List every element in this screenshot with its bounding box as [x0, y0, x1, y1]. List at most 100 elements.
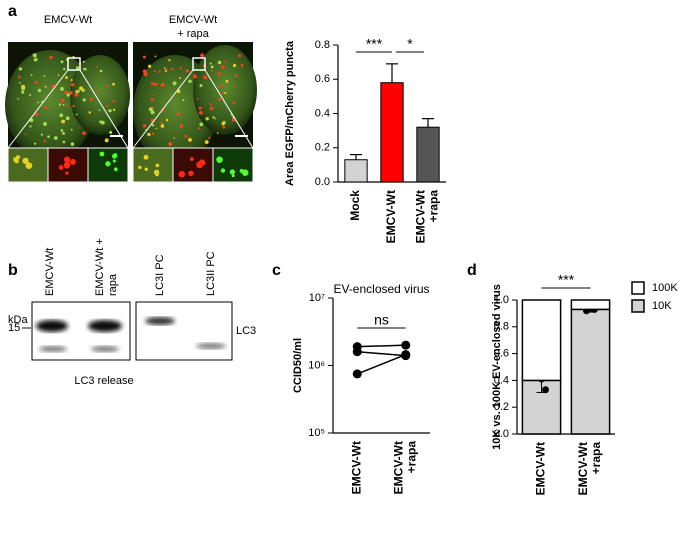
y-tick-label: 0.2	[494, 401, 509, 413]
punctum	[65, 104, 69, 107]
punctum	[196, 98, 199, 100]
punctum	[43, 139, 46, 143]
punctum	[70, 79, 73, 82]
punctum	[151, 94, 154, 97]
punctum	[100, 120, 105, 125]
punctum	[112, 82, 115, 86]
punctum	[17, 98, 19, 100]
x-tick-label: EMCV-Wt+rapa	[576, 442, 603, 496]
punctum	[158, 70, 162, 74]
x-tick-line: +rapa	[404, 441, 418, 474]
point	[401, 340, 411, 350]
bar	[416, 126, 440, 183]
point	[352, 347, 362, 357]
punctum	[173, 137, 175, 139]
y-tick-label: 1.0	[494, 294, 509, 306]
significance-label: ns	[374, 312, 389, 328]
punctum	[138, 165, 142, 170]
punctum	[171, 67, 174, 71]
inset	[132, 147, 174, 183]
punctum	[72, 104, 75, 108]
panel-letter: a	[8, 3, 17, 20]
marker-label: 15	[8, 322, 20, 334]
punctum	[57, 74, 60, 76]
punctum	[43, 122, 47, 126]
punctum	[74, 92, 79, 97]
x-tick-label: EMCV-Wt	[384, 190, 398, 243]
punctum	[168, 59, 171, 62]
lane-label: EMCV-Wt +	[94, 238, 106, 296]
punctum	[106, 105, 109, 108]
punctum	[34, 112, 39, 116]
zoom-line	[132, 69, 194, 149]
punctum	[97, 91, 100, 94]
punctum	[112, 153, 118, 158]
punctum	[198, 106, 202, 110]
punctum	[63, 67, 66, 71]
punctum	[197, 127, 201, 130]
point	[542, 386, 549, 394]
punctum	[29, 125, 32, 128]
punctum	[241, 169, 249, 176]
punctum	[151, 82, 155, 86]
micrographs	[5, 42, 257, 183]
punctum	[19, 82, 21, 84]
bar	[380, 82, 404, 183]
punctum	[209, 106, 214, 111]
punctum	[162, 109, 165, 112]
punctum	[18, 75, 21, 79]
lane-label: EMCV-Wt	[44, 248, 56, 296]
punctum	[217, 60, 222, 65]
punctum	[208, 136, 211, 139]
punctum	[189, 157, 194, 162]
punctum	[220, 168, 226, 173]
punctum	[231, 174, 235, 178]
punctum	[232, 63, 237, 68]
kda-label: kDa	[8, 314, 28, 326]
punctum	[105, 161, 111, 167]
image-label: + rapa	[177, 28, 209, 40]
x-tick-line: EMCV-Wt	[576, 442, 590, 495]
punctum	[15, 155, 21, 160]
punctum	[24, 133, 27, 136]
punctum	[143, 124, 147, 128]
punctum	[216, 156, 223, 163]
punctum	[21, 84, 26, 89]
punctum	[113, 167, 118, 172]
punctum	[150, 98, 154, 102]
inset	[172, 147, 214, 183]
punctum	[21, 90, 25, 94]
punctum	[44, 85, 47, 88]
punctum	[37, 88, 42, 93]
y-axis-label: Area EGFP/mCherry puncta	[284, 40, 296, 186]
x-tick-label: EMCV-Wt	[534, 442, 548, 495]
punctum	[188, 170, 194, 177]
punctum	[185, 69, 189, 73]
punctum	[212, 116, 215, 119]
punctum	[205, 117, 209, 121]
punctum	[233, 85, 236, 88]
punctum	[65, 116, 70, 121]
punctum	[33, 142, 37, 145]
x-tick-line: EMCV-Wt	[391, 441, 405, 494]
punctum	[98, 109, 101, 112]
punctum	[210, 69, 213, 72]
punctum	[60, 60, 64, 64]
punctum	[160, 82, 165, 87]
punctum	[204, 140, 209, 144]
punctum	[224, 91, 227, 95]
punctum	[179, 77, 182, 80]
punctum	[179, 67, 182, 70]
punctum	[154, 82, 158, 86]
punctum	[99, 69, 103, 73]
punctum	[43, 106, 48, 110]
punctum	[82, 67, 85, 70]
punctum	[160, 121, 163, 125]
punctum	[70, 128, 73, 131]
punctum	[108, 109, 112, 113]
punctum	[165, 118, 169, 122]
punctum	[99, 151, 105, 157]
y-tick-label: 0.6	[315, 73, 330, 85]
punctum	[112, 100, 116, 103]
chart-title: EV-enclosed virus	[333, 282, 429, 296]
